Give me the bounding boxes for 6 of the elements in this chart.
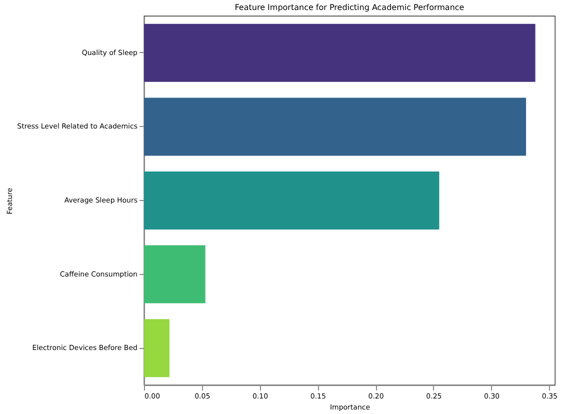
bar xyxy=(144,24,536,82)
bar xyxy=(144,319,170,378)
chart-title: Feature Importance for Predicting Academic Performance xyxy=(234,3,464,12)
bar xyxy=(144,172,440,230)
bar xyxy=(144,98,526,156)
bar xyxy=(144,245,206,304)
